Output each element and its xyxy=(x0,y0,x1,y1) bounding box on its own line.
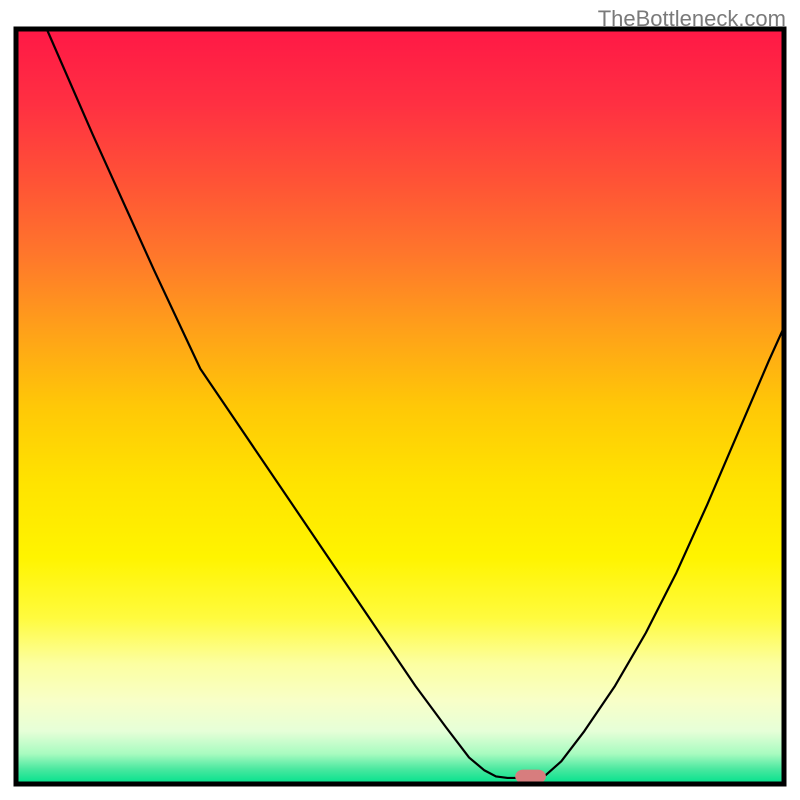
plot-background xyxy=(16,29,784,784)
watermark-text: TheBottleneck.com xyxy=(598,6,786,32)
bottleneck-chart xyxy=(0,0,800,800)
chart-container: TheBottleneck.com xyxy=(0,0,800,800)
optimum-marker xyxy=(515,770,546,784)
